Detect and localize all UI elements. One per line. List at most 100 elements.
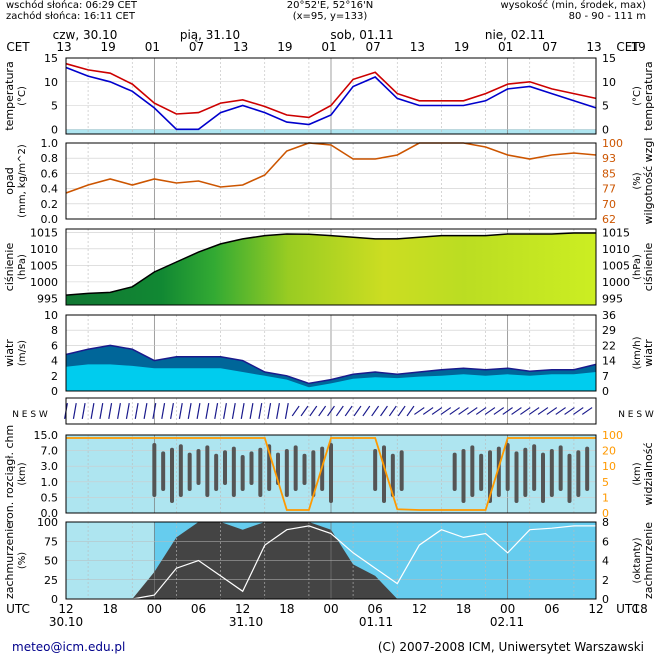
top-axis-day-label: sob, 01.11 xyxy=(330,28,393,42)
cloud-base-ytick-left: 1.0 xyxy=(41,476,59,489)
wind-direction-arrow xyxy=(99,403,104,419)
visibility-line xyxy=(66,437,596,511)
wind-direction-arrow xyxy=(284,403,289,419)
temperature-ytick-right: 0 xyxy=(602,123,609,136)
cloud-base-ytick-left: 15.0 xyxy=(34,429,59,442)
wind-direction-compass-right: N E S W xyxy=(618,410,654,420)
cloudiness-unit-left: (%) xyxy=(17,552,28,569)
top-axis-day-label: pią, 31.10 xyxy=(180,28,240,42)
bottom-axis-date-label: 02.11 xyxy=(490,615,524,629)
wind-direction-arrow xyxy=(170,403,174,419)
temperature-unit-right: (°C) xyxy=(632,86,643,106)
wind-direction-arrow xyxy=(318,405,327,417)
wind-direction-arrow xyxy=(380,405,388,417)
humidity-ytick-right: 100 xyxy=(602,137,623,150)
wind-direction-arrow xyxy=(108,403,113,419)
pressure-ytick-right: 1005 xyxy=(602,259,630,272)
pressure-ytick-right: 1015 xyxy=(602,226,630,239)
top-axis-day-label: nie, 02.11 xyxy=(485,28,545,42)
precip-ytick-left: 0.2 xyxy=(41,198,59,211)
pressure-ylabel-left: ciśnienie xyxy=(3,243,16,292)
pressure-ylabel-right: ciśnienie xyxy=(642,243,655,292)
top-axis-tz-right: CET xyxy=(616,40,640,54)
temperature-ylabel-right: temperatura xyxy=(642,61,655,130)
wind-direction-arrow xyxy=(458,407,469,415)
wind-direction-arrow xyxy=(300,405,309,417)
bottom-axis-hour-label: 06 xyxy=(368,602,383,616)
wind-direction-arrow xyxy=(81,403,86,419)
bottom-axis-hour-label: 00 xyxy=(500,602,515,616)
wind-direction-arrow xyxy=(397,405,406,417)
cloudiness-frame xyxy=(65,521,597,600)
wind-ytick-left: 8 xyxy=(51,324,58,337)
cloudiness-ytick-left: 75 xyxy=(44,535,58,548)
wind-direction-arrow xyxy=(223,403,227,419)
wind-ytick-right: 0 xyxy=(602,385,609,398)
wind-direction-arrow xyxy=(511,407,522,415)
humidity-ytick-right: 62 xyxy=(602,213,616,226)
top-axis-hour-label: 07 xyxy=(189,40,204,54)
cloudiness-ytick-right: 6 xyxy=(602,535,609,548)
cloud-base-ylabel-right: widzialność xyxy=(642,442,655,505)
bottom-axis-hour-label: 18 xyxy=(279,602,294,616)
cloudiness-ytick-right: 8 xyxy=(602,516,609,529)
wind-direction-arrow xyxy=(152,403,157,419)
pressure-line xyxy=(65,232,596,296)
pressure-frame xyxy=(65,228,597,306)
wind-ytick-left: 4 xyxy=(51,355,58,368)
wind-ylabel-left: wiatr xyxy=(3,339,16,367)
contact-email[interactable]: meteo@icm.edu.pl xyxy=(12,640,126,654)
temperature-unit-left: (°C) xyxy=(17,86,28,106)
pressure-ytick-right: 1010 xyxy=(602,243,630,256)
sunrise-text: wschód słońca: 06:29 CET xyxy=(6,0,137,11)
top-axis-tz-left: CET xyxy=(6,40,30,54)
wind-direction-arrow xyxy=(406,405,415,417)
cloudiness-ylabel-left: zachmurzenie xyxy=(3,522,16,599)
elevation-info: wysokość (min, środek, max) 80 - 90 - 11… xyxy=(500,0,646,22)
cloudiness-ytick-right: 2 xyxy=(602,574,609,587)
coordinates-text: 20°52'E, 52°16'N xyxy=(286,0,374,11)
wind-mean-area xyxy=(66,364,596,391)
top-axis-hour-label: 19 xyxy=(277,40,292,54)
temperature-ytick-right: 15 xyxy=(602,52,616,65)
cloudiness-ytick-left: 25 xyxy=(44,574,58,587)
wind-ytick-left: 10 xyxy=(44,309,58,322)
pressure-ytick-left: 1010 xyxy=(30,243,58,256)
pressure-ytick-left: 1000 xyxy=(30,276,58,289)
precip-ylabel-right: wilgotność wzgl xyxy=(642,138,655,225)
wind-direction-arrow xyxy=(187,403,192,419)
bottom-axis-hour-label: 00 xyxy=(323,602,338,616)
wind-direction-arrow xyxy=(231,403,236,419)
cloudiness-ytick-left: 100 xyxy=(37,516,58,529)
visibility-ytick-right: 100 xyxy=(602,429,623,442)
bottom-axis-date-label: 31.10 xyxy=(229,615,263,629)
cloudiness-ytick-left: 0 xyxy=(51,593,58,606)
cloud-base-ylabel-left: ron. rozciągł. chm xyxy=(3,425,16,523)
wind-direction-arrow xyxy=(291,405,300,417)
temperature-mean-line xyxy=(65,66,597,131)
wind-direction-arrow xyxy=(309,405,318,417)
top-axis-hour-label: 13 xyxy=(586,40,601,54)
wind-ytick-left: 2 xyxy=(51,370,58,383)
grid-text: (x=95, y=133) xyxy=(292,11,368,22)
wind-direction-arrow xyxy=(72,403,77,419)
visibility-ytick-right: 0 xyxy=(602,507,609,520)
bottom-axis-hour-label: 18 xyxy=(103,602,118,616)
wind-ytick-right: 14 xyxy=(602,355,616,368)
wind-direction-arrow xyxy=(276,403,280,419)
wind-direction-arrow xyxy=(546,407,558,415)
bottom-axis-hour-label: 00 xyxy=(147,602,162,616)
wind-direction-arrow xyxy=(143,403,148,419)
pressure-unit-right: (hPa) xyxy=(632,254,643,280)
wind-direction-arrow xyxy=(371,405,380,417)
wind-direction-arrow xyxy=(267,403,272,419)
top-axis-hour-label: 07 xyxy=(366,40,381,54)
pressure-ytick-left: 995 xyxy=(37,292,58,305)
top-axis-hour-label: 01 xyxy=(498,40,513,54)
cloud-base-frame xyxy=(65,434,597,514)
location-info: 20°52'E, 52°16'N (x=95, y=133) xyxy=(0,0,660,22)
wind-direction-arrow xyxy=(240,403,245,419)
wind-direction-arrow xyxy=(335,405,344,417)
wind-direction-arrow xyxy=(90,403,95,419)
humidity-line xyxy=(65,142,597,194)
